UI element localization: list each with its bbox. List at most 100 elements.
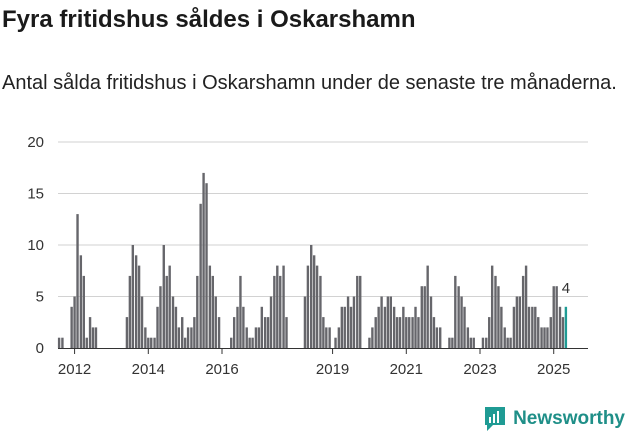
- bar: [190, 327, 193, 348]
- bar: [94, 327, 98, 348]
- bar: [125, 317, 129, 348]
- bar: [423, 286, 426, 348]
- bar: [88, 317, 92, 348]
- bar: [408, 317, 411, 348]
- bar: [171, 296, 175, 348]
- bar: [205, 183, 208, 348]
- bar: [273, 275, 276, 348]
- bar: [337, 327, 341, 348]
- bar: [131, 245, 135, 348]
- bar: [263, 317, 267, 348]
- bar: [552, 286, 555, 348]
- bar: [168, 265, 171, 348]
- bar: [208, 265, 212, 348]
- bar: [61, 337, 64, 348]
- bar: [490, 265, 494, 348]
- bar: [417, 317, 420, 348]
- x-tick-label: 2012: [58, 361, 91, 378]
- bar: [472, 337, 475, 348]
- bar: [392, 306, 396, 348]
- bar: [349, 306, 353, 348]
- bar: [269, 296, 273, 348]
- bar: [245, 327, 248, 348]
- bar: [193, 317, 196, 348]
- bar: [534, 306, 537, 348]
- bar: [181, 317, 184, 348]
- bar: [285, 317, 288, 348]
- bar: [251, 337, 254, 348]
- bar: [481, 337, 485, 348]
- bar: [398, 317, 402, 348]
- bar: [549, 317, 552, 348]
- brand-name: Newsworthy: [513, 408, 625, 429]
- bar: [128, 275, 132, 348]
- bar: [383, 306, 387, 348]
- bar: [524, 265, 528, 348]
- bar: [183, 337, 187, 348]
- bar: [186, 327, 190, 348]
- bar: [266, 317, 270, 348]
- x-tick-label: 2014: [132, 361, 165, 378]
- y-tick-label: 10: [27, 237, 44, 254]
- bar: [515, 296, 519, 348]
- bar: [140, 296, 144, 348]
- bar: [85, 337, 88, 348]
- bar: [506, 337, 509, 348]
- bar: [512, 306, 516, 348]
- bar: [469, 337, 472, 348]
- bar: [162, 245, 165, 348]
- bar: [328, 327, 331, 348]
- bar: [73, 296, 76, 348]
- bar: [371, 327, 374, 348]
- bar: [150, 337, 153, 348]
- bar: [518, 296, 522, 348]
- bar: [494, 275, 497, 348]
- newsworthy-logo-icon: [485, 407, 506, 431]
- bar: [248, 337, 251, 348]
- bar: [147, 337, 150, 348]
- bar: [543, 327, 546, 348]
- bar: [411, 317, 414, 348]
- bar: [356, 275, 359, 348]
- bar: [395, 317, 399, 348]
- bar: [343, 306, 346, 348]
- bar-latest: [564, 306, 568, 348]
- bar: [70, 306, 73, 348]
- bar: [76, 214, 79, 348]
- bar-chart: 0 5 10 15 20 2012 2014 2016 2019 2021 2023 2025 4: [27, 134, 588, 378]
- bar: [561, 317, 565, 348]
- x-tick-label: 2021: [390, 361, 423, 378]
- bar: [57, 337, 61, 348]
- bar: [448, 337, 451, 348]
- bar: [276, 265, 279, 348]
- bar: [377, 306, 380, 348]
- bar: [239, 275, 242, 348]
- bar: [435, 327, 439, 348]
- bar: [214, 296, 217, 348]
- bar: [485, 337, 488, 348]
- bar: [303, 296, 307, 348]
- bar: [196, 275, 199, 348]
- bar: [254, 327, 258, 348]
- bar: [232, 317, 236, 348]
- x-tick-label: 2023: [463, 361, 496, 378]
- bar: [199, 203, 202, 348]
- bar: [463, 306, 466, 348]
- bar: [386, 296, 390, 348]
- bar: [389, 296, 393, 348]
- bar: [426, 265, 429, 348]
- bar: [546, 327, 549, 348]
- bar: [540, 327, 543, 348]
- bar: [402, 306, 405, 348]
- bar: [380, 296, 383, 348]
- bar: [319, 275, 322, 348]
- bar: [414, 306, 417, 348]
- bar: [558, 306, 562, 348]
- bar: [521, 275, 525, 348]
- bar: [153, 337, 156, 348]
- x-tick-label: 2019: [316, 361, 349, 378]
- bar: [429, 296, 433, 348]
- bar: [159, 286, 162, 348]
- bar: [527, 306, 531, 348]
- bar: [451, 337, 454, 348]
